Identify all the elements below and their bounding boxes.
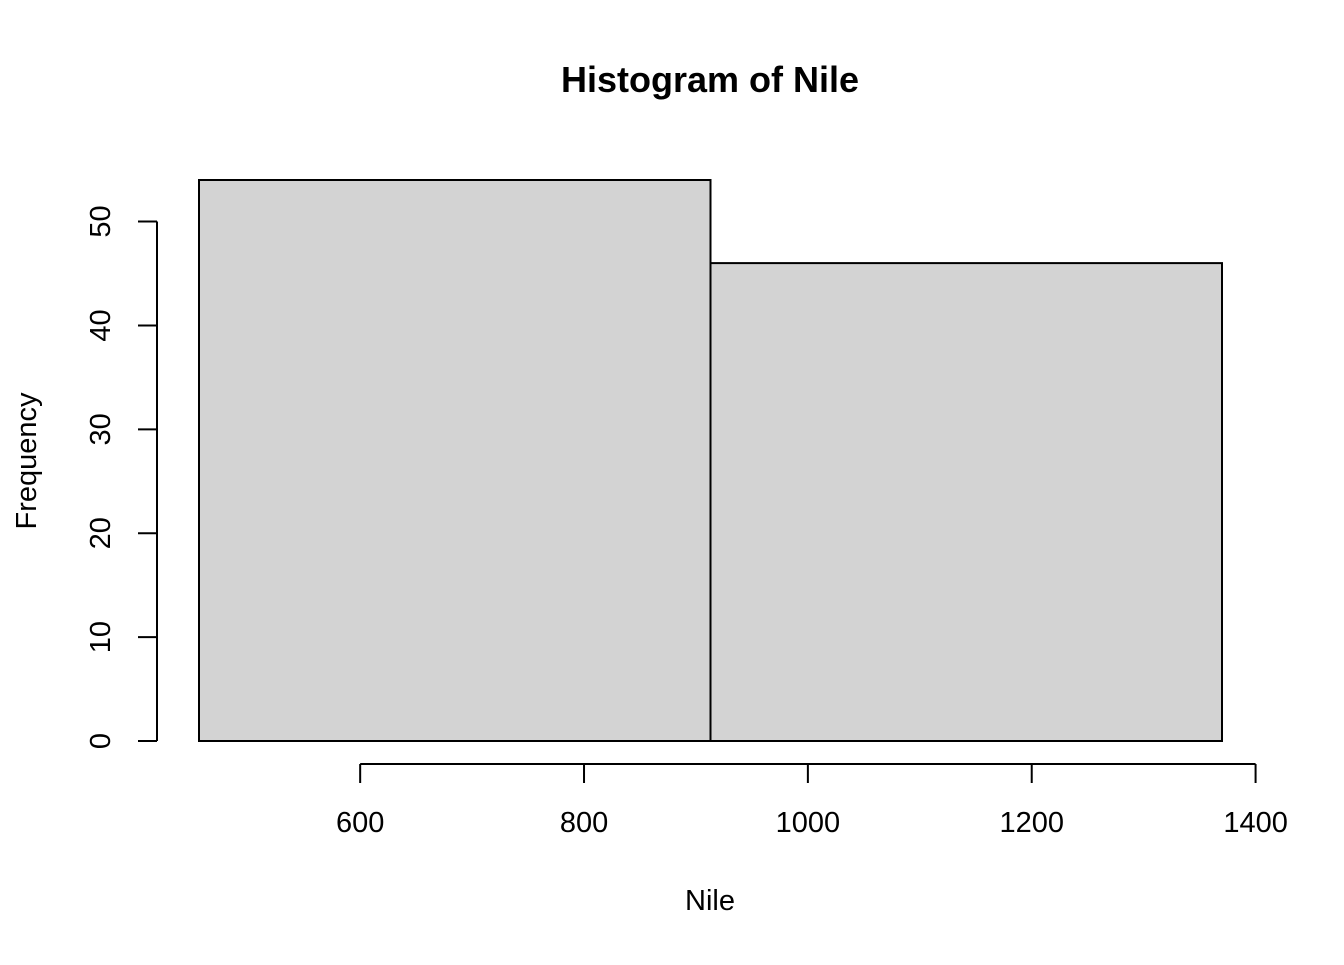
y-tick-label: 0 — [85, 733, 117, 749]
x-axis-label: Nile — [685, 885, 735, 917]
x-axis: 600 800 1000 1200 1400 — [336, 763, 1288, 839]
bars-group — [198, 179, 1223, 742]
y-axis-label: Frequency — [11, 392, 43, 530]
y-axis: 0 10 20 30 40 50 — [85, 205, 158, 749]
y-tick-label: 10 — [85, 621, 117, 653]
y-tick-label: 50 — [85, 205, 117, 237]
x-tick-label: 1000 — [776, 807, 841, 839]
y-tick-label: 20 — [85, 517, 117, 549]
y-tick-label: 30 — [85, 413, 117, 445]
histogram-bar-1 — [198, 179, 712, 742]
x-tick-label: 1400 — [1223, 807, 1288, 839]
x-tick-label: 1200 — [999, 807, 1064, 839]
x-tick-label: 800 — [560, 807, 608, 839]
y-tick-label: 40 — [85, 309, 117, 341]
chart-title: Histogram of Nile — [561, 59, 859, 100]
x-tick-label: 600 — [336, 807, 384, 839]
histogram-bar-2 — [709, 262, 1223, 742]
